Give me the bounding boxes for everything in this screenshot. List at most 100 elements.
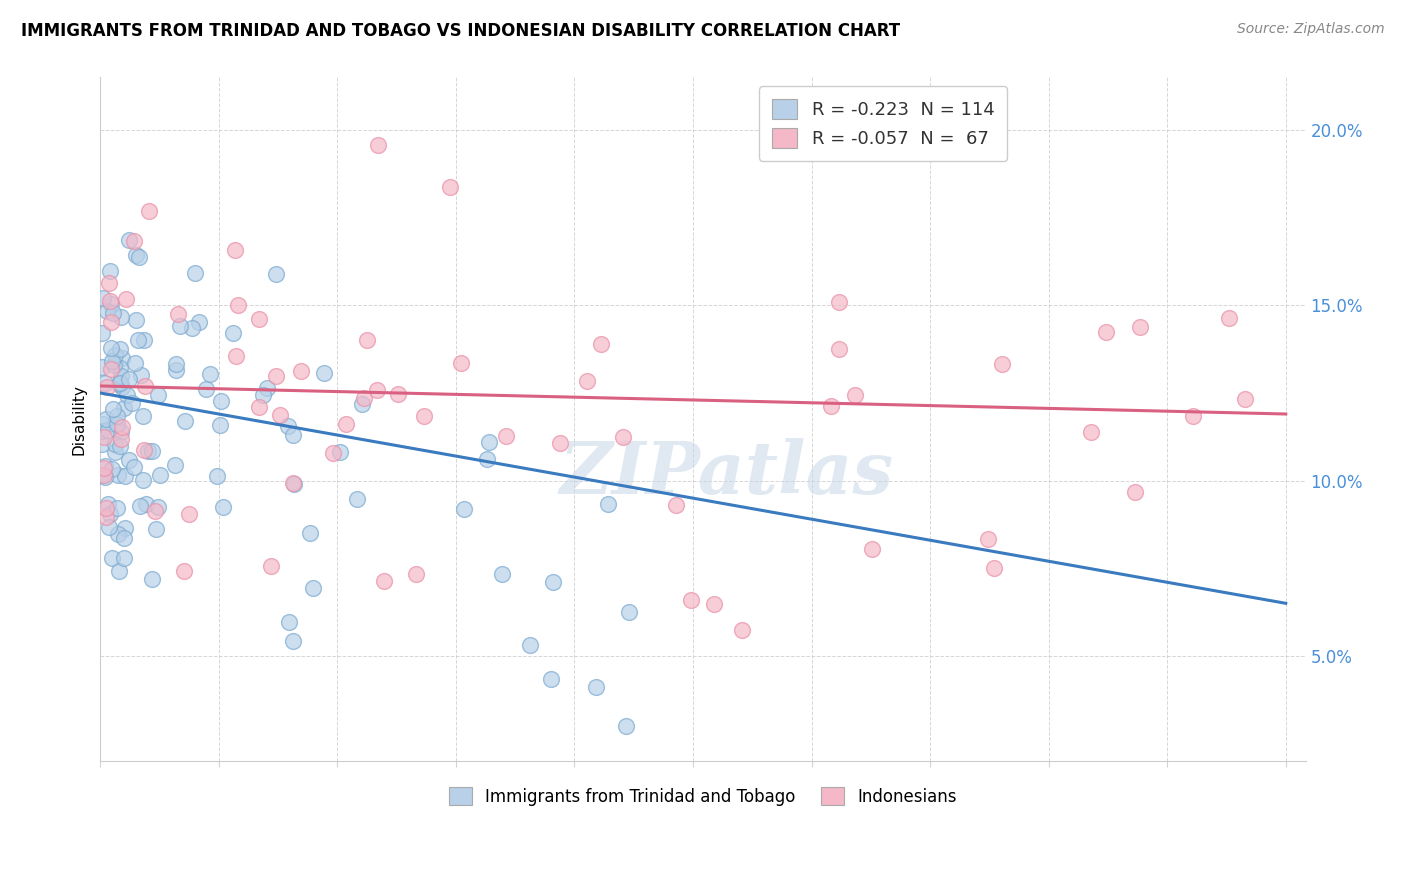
Point [104,417,127,431]
Point [612,430,634,444]
Point [110,420,132,434]
Point [97,276,120,290]
Point [104,445,127,459]
Point [134,378,156,392]
Point [146,388,169,402]
Point [108,376,131,391]
Point [98,507,121,521]
Point [453,502,475,516]
Point [100,341,122,355]
Point [247,400,270,414]
Point [125,313,148,327]
Point [703,598,725,612]
Point [118,372,141,386]
Point [450,356,472,370]
Point [269,408,291,422]
Point [264,268,287,282]
Point [118,453,141,467]
Point [299,526,322,541]
Point [91,468,114,483]
Point [367,138,389,153]
Point [91,417,114,431]
Point [110,432,132,446]
Point [104,348,127,362]
Point [132,409,155,424]
Point [1129,320,1152,334]
Point [312,366,335,380]
Point [681,592,703,607]
Point [105,500,128,515]
Legend: Immigrants from Trinidad and Tobago, Indonesians: Immigrants from Trinidad and Tobago, Ind… [440,779,966,814]
Point [108,376,131,390]
Point [439,180,461,194]
Point [828,342,851,356]
Point [112,401,135,415]
Point [1080,425,1102,439]
Point [103,436,125,450]
Point [550,436,572,450]
Point [100,297,122,311]
Point [148,500,170,515]
Point [121,396,143,410]
Point [108,564,131,578]
Point [138,204,160,219]
Point [124,355,146,369]
Point [475,452,498,467]
Point [491,567,513,582]
Point [107,526,129,541]
Point [413,409,436,424]
Point [112,551,135,566]
Point [278,615,301,630]
Point [184,267,207,281]
Point [132,333,155,347]
Point [1094,326,1116,340]
Point [115,388,138,402]
Point [356,333,378,347]
Point [93,467,115,482]
Point [225,350,247,364]
Point [543,574,565,589]
Point [259,559,281,574]
Point [252,388,274,402]
Point [115,292,138,306]
Point [111,351,134,366]
Point [114,521,136,535]
Y-axis label: Disability: Disability [72,384,86,455]
Point [277,419,299,434]
Point [519,638,541,652]
Point [91,360,114,375]
Point [108,361,131,376]
Point [373,574,395,588]
Point [96,412,118,426]
Point [209,394,232,409]
Point [614,719,637,733]
Point [97,520,120,534]
Point [101,306,124,320]
Point [103,358,125,372]
Point [93,376,115,391]
Point [149,468,172,483]
Point [844,387,866,401]
Point [91,291,114,305]
Point [141,572,163,586]
Point [117,233,139,247]
Point [163,458,186,472]
Point [264,369,287,384]
Point [173,414,195,428]
Point [136,444,159,458]
Point [1123,484,1146,499]
Point [94,470,117,484]
Point [198,367,221,381]
Point [129,499,152,513]
Point [540,672,562,686]
Point [1181,409,1204,423]
Point [100,315,122,329]
Point [101,461,124,475]
Point [665,498,688,512]
Point [619,606,641,620]
Point [596,497,619,511]
Point [329,444,352,458]
Point [91,424,114,438]
Point [96,380,118,394]
Point [145,522,167,536]
